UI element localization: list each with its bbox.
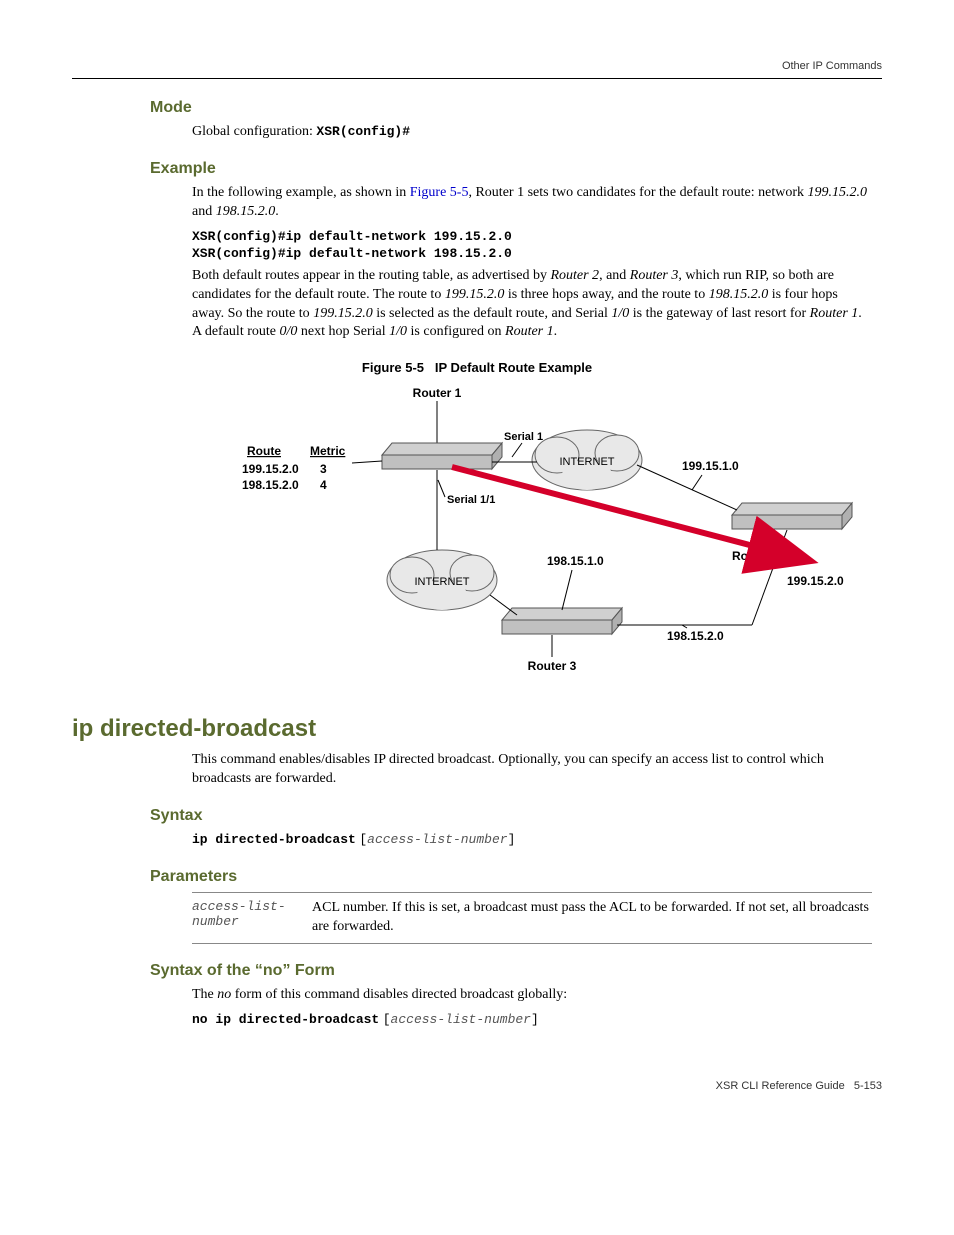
example-para2: Both default routes appear in the routin… [192,267,872,343]
text: In the following example, as shown in [192,185,410,200]
text-italic: 199.15.2.0 [445,287,505,302]
text-italic: 1/0 [611,306,629,321]
text: next hop Serial [297,324,389,339]
serial1-label: Serial 1 [504,431,543,443]
serial11-label: Serial 1/1 [447,494,495,506]
link-line [490,595,517,615]
leader-line [692,475,702,490]
noform-cmd: no ip directed-broadcast [192,1012,379,1027]
text-italic: Router 2 [550,268,599,283]
param-desc: ACL number. If this is set, a broadcast … [312,899,872,937]
text-italic: Router 3 [630,268,679,283]
bracket: [ [359,832,367,847]
text: is configured on [407,324,505,339]
code-line: XSR(config)#ip default-network 199.15.2.… [192,228,872,246]
router2-icon [732,503,852,529]
example-intro: In the following example, as shown in Fi… [192,184,872,222]
mode-prompt: XSR(config)# [316,124,410,139]
text-italic: Router 1 [505,324,554,339]
page-footer: XSR CLI Reference Guide 5-153 [72,1080,882,1092]
bracket: ] [531,1012,539,1027]
syntax-arg: access-list-number [367,832,507,847]
internet-label: INTERNET [560,456,615,468]
text: . [554,324,558,339]
section-noform-heading: Syntax of the “no” Form [150,962,882,980]
text: is the gateway of last resort for [629,306,809,321]
route-row: 199.15.2.0 [242,462,299,476]
command-description: This command enables/disables IP directe… [192,751,872,789]
router3-label: Router 3 [528,659,577,673]
section-parameters-heading: Parameters [150,868,882,886]
router1-label: Router 1 [413,386,462,400]
text: . [275,204,279,219]
code-line: XSR(config)#ip default-network 198.15.2.… [192,245,872,263]
syntax-cmd: ip directed-broadcast [192,832,356,847]
bracket: ] [508,832,516,847]
text-italic: no [217,987,231,1002]
router1-icon [382,443,502,469]
figure-label: Figure 5-5 [362,360,424,375]
internet-label: INTERNET [415,576,470,588]
ip-label: 198.15.1.0 [547,554,604,568]
text-italic: 198.15.2.0 [216,204,276,219]
leader-line [352,461,382,463]
bracket: [ [383,1012,391,1027]
ip-label: 199.15.1.0 [682,459,739,473]
text: , Router 1 sets two candidates for the d… [468,185,807,200]
leader-line [512,443,522,457]
text: is three hops away, and the route to [504,287,708,302]
text-italic: Router 1 [810,306,859,321]
text-italic: 0/0 [279,324,297,339]
metric-row: 3 [320,462,327,476]
section-mode-heading: Mode [150,99,882,117]
text: The [192,987,217,1002]
mode-body: Global configuration: XSR(config)# [192,123,872,142]
footer-page: 5-153 [854,1080,882,1092]
text: form of this command disables directed b… [231,987,567,1002]
metric-row: 4 [320,478,327,492]
text-italic: 199.15.2.0 [807,185,867,200]
noform-syntax: no ip directed-broadcast [access-list-nu… [192,1011,872,1030]
metric-header: Metric [310,444,346,458]
leader-line [562,570,572,610]
text-italic: 1/0 [389,324,407,339]
noform-text: The no form of this command disables dir… [192,986,872,1005]
text: and [192,204,216,219]
ip-label: 198.15.2.0 [667,629,724,643]
route-header: Route [247,444,281,458]
router3-icon [502,608,622,634]
text-italic: 199.15.2.0 [313,306,373,321]
command-title: ip directed-broadcast [72,715,882,743]
mode-text: Global configuration: [192,124,316,139]
ip-label: 199.15.2.0 [787,574,844,588]
syntax-line: ip directed-broadcast [access-list-numbe… [192,831,872,850]
noform-arg: access-list-number [391,1012,531,1027]
text: is selected as the default route, and Se… [373,306,612,321]
section-example-heading: Example [150,160,882,178]
param-name: access-list-number [192,899,312,937]
route-row: 198.15.2.0 [242,478,299,492]
parameters-table: access-list-number ACL number. If this i… [192,892,872,944]
network-diagram: Route Metric 199.15.2.0 3 198.15.2.0 4 R… [192,385,872,685]
figure-title: IP Default Route Example [435,360,592,375]
leader-line [438,480,445,497]
text: Both default routes appear in the routin… [192,268,550,283]
page-header-right: Other IP Commands [72,60,882,79]
text-italic: 198.15.2.0 [709,287,769,302]
section-syntax-heading: Syntax [150,807,882,825]
figure-caption: Figure 5-5 IP Default Route Example [72,360,882,375]
text: , and [599,268,630,283]
figure-link[interactable]: Figure 5-5 [410,185,469,200]
footer-text: XSR CLI Reference Guide [716,1080,845,1092]
example-code: XSR(config)#ip default-network 199.15.2.… [192,228,872,263]
